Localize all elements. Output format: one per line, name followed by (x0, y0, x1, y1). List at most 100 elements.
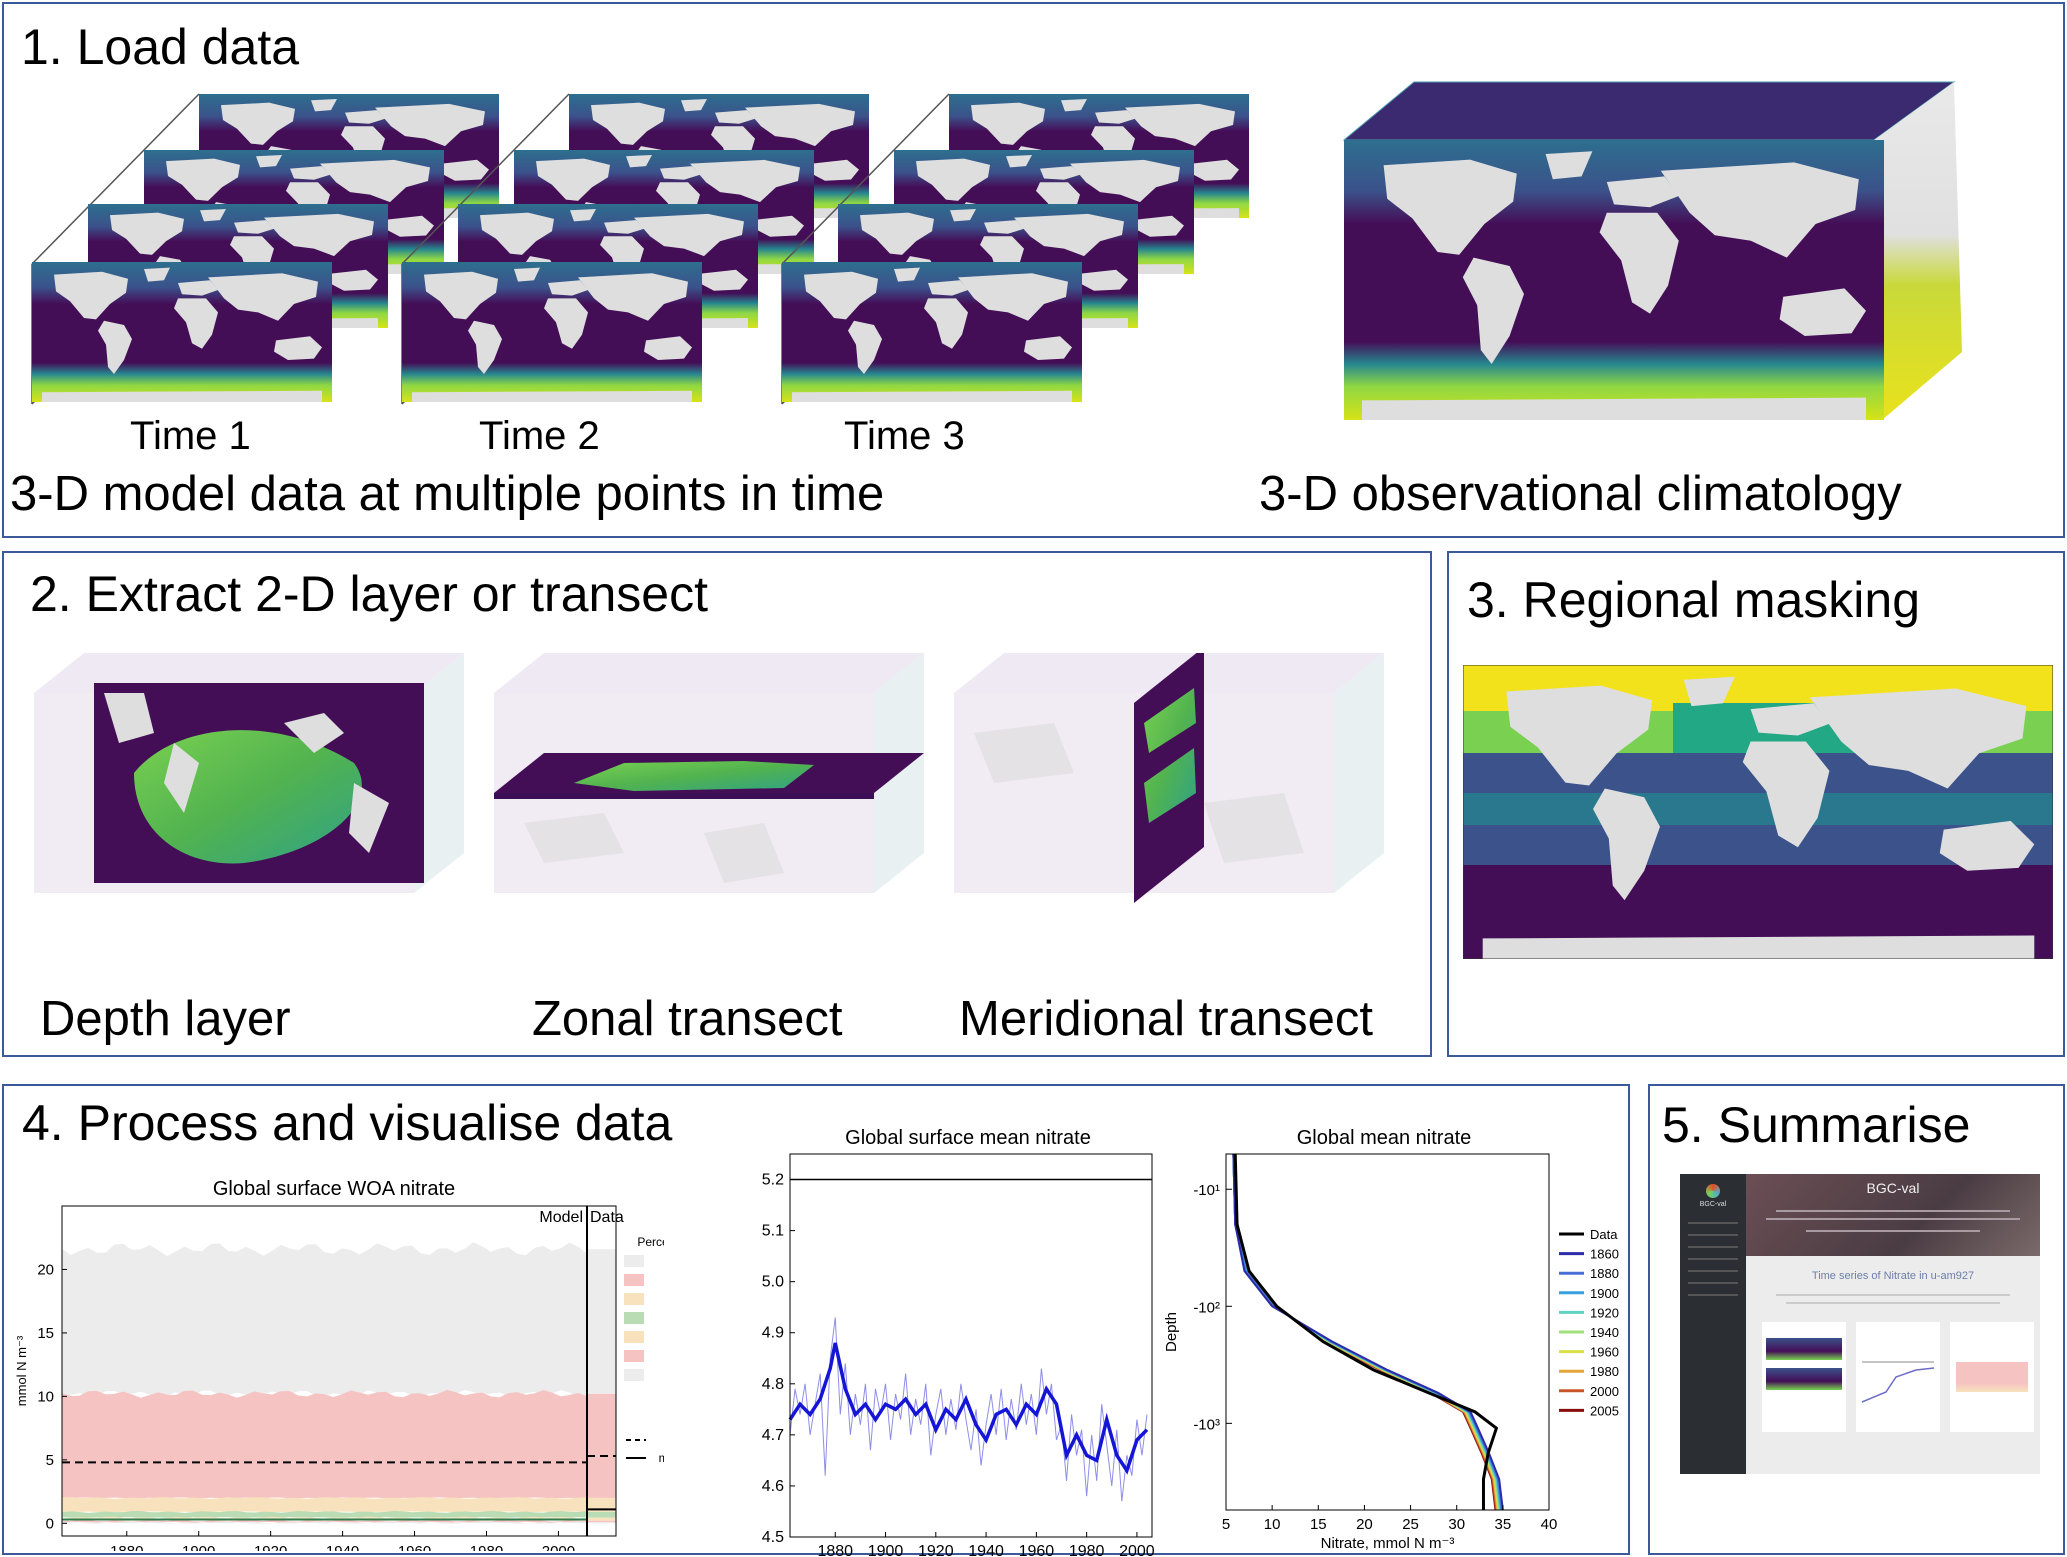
panel-title: 5. Summarise (1662, 1097, 1971, 1153)
map-layer (32, 262, 332, 402)
profile-Data (1233, 1153, 1499, 1510)
panel-extract: 2. Extract 2-D layer or transect (2, 551, 1432, 1057)
x-tick-label: 1940 (326, 1543, 359, 1551)
plot-frame (1225, 1153, 1550, 1511)
band-40–60 (62, 1510, 587, 1519)
y-tick-label: 4.5 (762, 1529, 784, 1546)
y-tick-label: 15 (37, 1325, 54, 1342)
report-section-heading: Time series of Nitrate in u-am927 (1811, 1270, 1975, 1282)
panel-load-data: 1. Load data Time 1 Time 2 Time 3 3-D mo… (2, 2, 2065, 538)
report-thumbnail-maps (1762, 1322, 1846, 1432)
report-title: BGC-val (1866, 1180, 1920, 1196)
chart-title: Global mean nitrate (1297, 1127, 1472, 1149)
x-tick-label: 10 (1264, 1516, 1281, 1533)
panel-summarise: 5. Summarise BGC-val BGC-val Time series… (1648, 1084, 2065, 1555)
report-thumbnail-lines (1856, 1322, 1940, 1432)
y-axis-label: mmol N m⁻³ (14, 1335, 29, 1406)
legend-entry: 1940 (1590, 1325, 1619, 1340)
time-label-3: Time 3 (844, 414, 965, 458)
x-tick-label: 1980 (1069, 1543, 1105, 1557)
panel-title: 4. Process and visualise data (22, 1095, 673, 1151)
observational-cube (1342, 81, 1962, 420)
x-tick-label: 1880 (817, 1543, 853, 1557)
legend-entry: Data (1590, 1227, 1618, 1242)
plot-frame (789, 1153, 1153, 1538)
band-10–20 (62, 1521, 587, 1524)
legend-entry: 1980 (1590, 1364, 1619, 1379)
x-tick-label: 1900 (182, 1543, 215, 1551)
y-tick-label: 4.6 (762, 1478, 784, 1495)
legend-swatch (624, 1312, 644, 1324)
legend-entry: 1960 (1590, 1345, 1619, 1360)
band-80–90 (62, 1242, 587, 1398)
legend-swatch (624, 1255, 644, 1267)
band-20–30 (62, 1519, 587, 1523)
x-tick-label: 1920 (918, 1543, 954, 1557)
report-sidebar-title: BGC-val (1699, 1201, 1727, 1208)
y-tick-label: -10² (1193, 1299, 1220, 1316)
data-band-80–90 (587, 1249, 616, 1394)
y-tick-label: 0 (46, 1515, 54, 1532)
x-tick-label: 1960 (398, 1543, 431, 1551)
depth-layer-cube (34, 653, 464, 893)
smoothed-series-line (788, 1342, 1149, 1475)
panel-process-visualise: 4. Process and visualise data Global sur… (2, 1084, 1630, 1557)
report-logo-icon (1706, 1184, 1720, 1198)
x-tick-label: 5 (1222, 1516, 1230, 1533)
legend-entry: median (659, 1451, 664, 1465)
time-label-1: Time 1 (130, 414, 251, 458)
y-tick-label: 10 (37, 1388, 54, 1405)
panel-title: 2. Extract 2-D layer or transect (30, 566, 709, 622)
meridional-transect-label: Meridional transect (959, 992, 1373, 1046)
y-tick-label: 5.2 (762, 1172, 784, 1189)
obs-climatology-caption: 3-D observational climatology (1259, 467, 1902, 521)
x-tick-label: 2000 (542, 1543, 575, 1551)
y-tick-label: 5 (46, 1452, 54, 1469)
surface-mean-chart: Global surface mean nitrate 1880 1900 1920… (762, 1127, 1155, 1557)
chart-title: Global surface mean nitrate (845, 1127, 1091, 1149)
x-tick-label: 1900 (868, 1543, 904, 1557)
y-tick-label: 4.7 (762, 1427, 784, 1444)
y-axis-label: Depth (1163, 1312, 1180, 1352)
profile-2005 (1232, 1153, 1497, 1511)
profile-1900 (1232, 1153, 1503, 1511)
data-band-40–60 (587, 1511, 616, 1518)
report-thumbnail-bands (1950, 1322, 2034, 1432)
legend-swatch (624, 1350, 644, 1362)
legend-swatch (624, 1274, 644, 1286)
legend-entry: 1860 (1590, 1247, 1619, 1262)
chart-title: Global surface WOA nitrate (213, 1178, 455, 1200)
zonal-transect-cube (494, 653, 924, 893)
legend-entry: 1920 (1590, 1305, 1619, 1320)
y-tick-label: 4.9 (762, 1325, 784, 1342)
model-time-cubes (31, 93, 1249, 405)
x-tick-label: 1980 (470, 1543, 503, 1551)
report-sidebar: BGC-val (1680, 1174, 1746, 1474)
band-70–80 (62, 1389, 587, 1499)
panel-title: 1. Load data (21, 19, 300, 75)
panel-title: 3. Regional masking (1467, 572, 1921, 628)
y-tick-label: -10¹ (1193, 1182, 1220, 1199)
model-data-caption: 3-D model data at multiple points in tim… (10, 467, 885, 521)
profile-1980 (1232, 1153, 1499, 1511)
map-layer (782, 262, 1082, 402)
data-band-70–80 (587, 1393, 616, 1498)
x-tick-label: 1940 (968, 1543, 1004, 1557)
legend-swatch (624, 1369, 644, 1381)
time-cube-2 (401, 93, 869, 405)
profile-1960 (1232, 1153, 1500, 1511)
legend-entry: 2005 (1590, 1403, 1619, 1418)
legend-entry: 2000 (1590, 1384, 1619, 1399)
legend-title: Percentile (637, 1235, 664, 1249)
x-tick-label: 1920 (254, 1543, 287, 1551)
y-tick-label: 5.1 (762, 1223, 784, 1240)
x-tick-label: 20 (1356, 1516, 1373, 1533)
y-tick-label: 20 (37, 1261, 54, 1278)
panel-regional-masking: 3. Regional masking (1447, 551, 2065, 1057)
plot-frame (61, 1205, 617, 1537)
band-60–70 (62, 1496, 587, 1513)
x-tick-label: 40 (1541, 1516, 1558, 1533)
x-tick-label: 1880 (110, 1543, 143, 1551)
x-tick-label: 35 (1495, 1516, 1512, 1533)
depth-layer-label: Depth layer (40, 992, 291, 1046)
